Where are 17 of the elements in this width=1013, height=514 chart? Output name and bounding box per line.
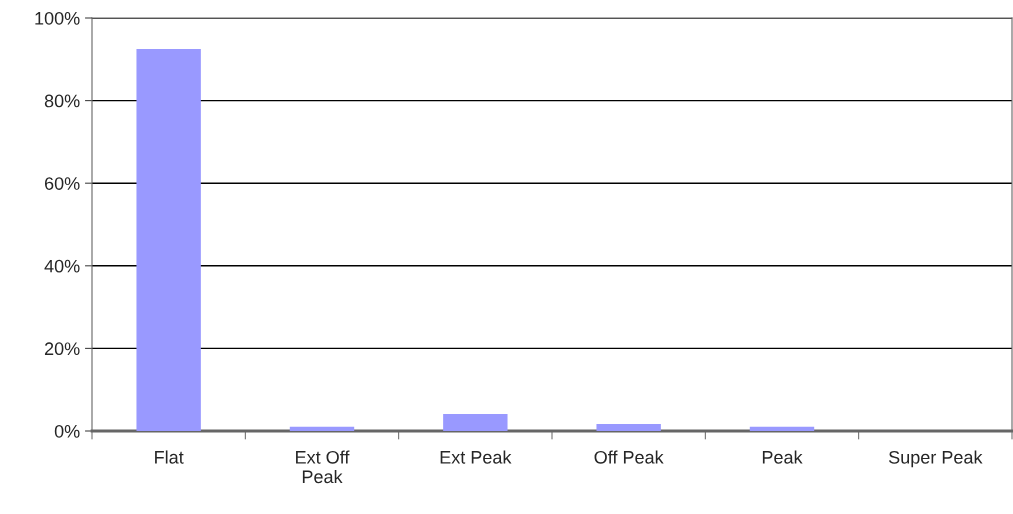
y-tick-label: 80% (44, 94, 80, 108)
bar (749, 426, 815, 431)
y-tick-label: 0% (54, 424, 80, 438)
x-tick-label: Flat (155, 450, 184, 464)
x-tick-label: Ext Off Peak (296, 450, 350, 484)
x-tick-label: Super Peak (888, 450, 983, 468)
bar (289, 426, 355, 431)
x-tick-label: Ext Peak (440, 450, 512, 464)
x-tick-label: Peak (762, 450, 803, 464)
x-tick-label: Off Peak (594, 450, 664, 464)
bar (136, 48, 201, 431)
y-tick-label: 40% (44, 259, 80, 273)
y-tick-label: 60% (44, 177, 80, 190)
y-tick-label: 20% (44, 342, 80, 356)
y-tick-label: 100% (35, 11, 80, 25)
bar (443, 414, 508, 431)
bar (596, 423, 661, 431)
